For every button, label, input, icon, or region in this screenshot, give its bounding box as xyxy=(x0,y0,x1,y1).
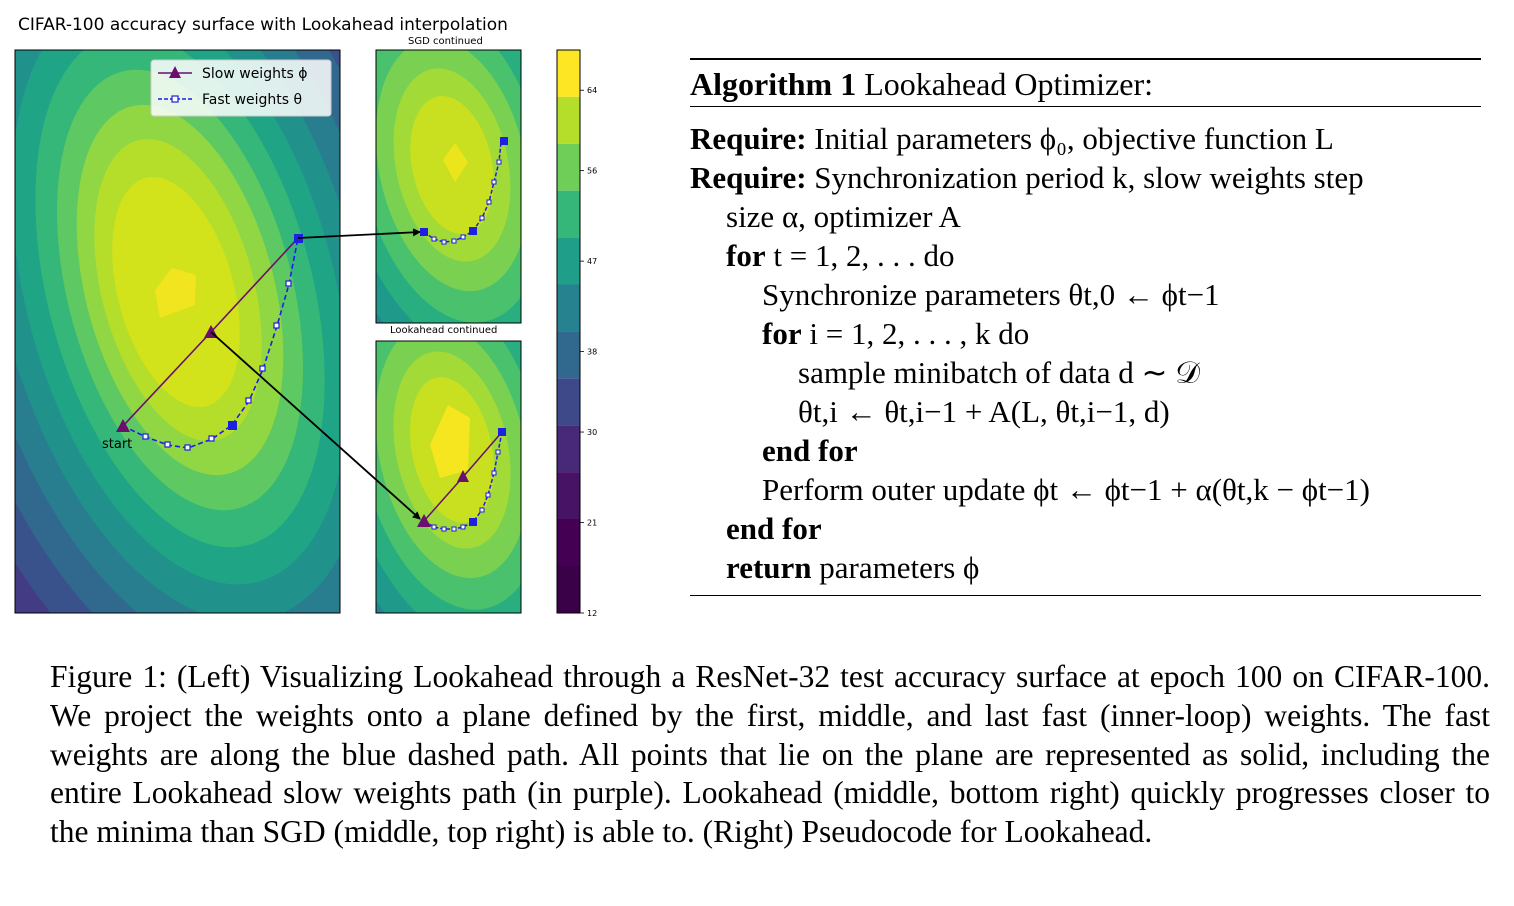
algorithm-keyword: Require: xyxy=(690,160,807,195)
main-contour-panel xyxy=(15,50,340,613)
algorithm-line-text: size α, optimizer A xyxy=(726,199,961,234)
start-label: start xyxy=(102,437,132,452)
colorbar-tick-label: 56 xyxy=(587,167,597,176)
legend-fast-label: Fast weights θ xyxy=(202,92,302,108)
fast-weight-marker xyxy=(142,433,149,440)
lookahead-panel-title: Lookahead continued xyxy=(390,325,498,336)
slow-weight-marker xyxy=(417,514,431,527)
fast-weight-marker xyxy=(245,397,252,404)
fast-weight-solid-marker xyxy=(228,421,237,430)
algorithm-line: end for xyxy=(690,431,1481,470)
legend-slow-label: Slow weights ϕ xyxy=(202,66,307,82)
algorithm-line: sample minibatch of data d ∼ 𝒟 xyxy=(690,353,1481,392)
algorithm-line: Require: Synchronization period k, slow … xyxy=(690,158,1481,197)
fast-weight-marker xyxy=(259,365,266,372)
algorithm-line-text: Initial parameters ϕ₀, objective functio… xyxy=(814,121,1334,156)
algorithm-line: for t = 1, 2, . . . do xyxy=(690,236,1481,275)
algorithm-line: return parameters ϕ xyxy=(690,548,1481,587)
fast-weight-marker xyxy=(491,179,497,185)
lookahead-fast-markers xyxy=(431,449,501,532)
slow-weight-marker xyxy=(457,470,469,482)
algorithm-line-text: parameters ϕ xyxy=(819,550,980,585)
algorithm-line-text: t = 1, 2, . . . do xyxy=(773,238,955,273)
fast-weight-marker xyxy=(285,280,292,287)
fast-weight-marker xyxy=(184,444,191,451)
algorithm-keyword: end for xyxy=(762,433,858,468)
fast-weight-solid-marker xyxy=(498,428,506,436)
arrow-to-sgd xyxy=(297,228,421,239)
colorbar-tick-label: 38 xyxy=(587,348,597,357)
algorithm-body: Require: Initial parameters ϕ₀, objectiv… xyxy=(690,107,1481,595)
algorithm-line-text: θt,i ← θt,i−1 + A(L, θt,i−1, d) xyxy=(798,394,1170,429)
fast-weight-marker xyxy=(208,435,215,442)
fast-weight-marker xyxy=(431,524,437,530)
algorithm-name: Lookahead Optimizer: xyxy=(864,66,1153,102)
algorithm-line: Perform outer update ϕt ← ϕt−1 + α(θt,k … xyxy=(690,470,1481,509)
fast-weight-marker xyxy=(496,159,502,165)
algorithm-header-rule xyxy=(690,106,1481,107)
colorbar-tick-label: 21 xyxy=(587,519,597,528)
algorithm-bottom-rule xyxy=(690,595,1481,596)
algorithm-line-text: Synchronization period k, slow weights s… xyxy=(814,160,1364,195)
algorithm-line: for i = 1, 2, . . . , k do xyxy=(690,314,1481,353)
algorithm-line-text: Perform outer update ϕt ← ϕt−1 + α(θt,k … xyxy=(762,472,1370,507)
algorithm-keyword: end for xyxy=(726,511,822,546)
fast-weight-marker xyxy=(491,470,497,476)
fast-weights-path xyxy=(122,237,299,449)
algorithm-line-text: i = 1, 2, . . . , k do xyxy=(809,316,1030,351)
legend: Slow weights ϕ Fast weights θ xyxy=(150,59,332,117)
colorbar-ticks: 64 56 47 38 30 21 12 xyxy=(580,86,597,618)
sgd-panel-title: SGD continued xyxy=(408,36,483,47)
fast-weight-marker xyxy=(460,234,466,240)
legend-slow-marker xyxy=(169,66,181,78)
sgd-contour-panel xyxy=(376,50,521,323)
accuracy-surface-figure: 64 56 47 38 30 21 12 start xyxy=(14,49,597,618)
fast-weight-marker xyxy=(451,526,457,532)
algorithm-keyword: for xyxy=(762,316,802,351)
fast-weight-marker xyxy=(486,199,492,205)
colorbar-tick-label: 30 xyxy=(587,428,597,437)
algorithm-box: Algorithm 1 Lookahead Optimizer: Require… xyxy=(690,58,1481,596)
colorbar-tick-label: 12 xyxy=(587,609,597,618)
fast-weight-marker xyxy=(431,236,437,242)
algorithm-line-text: sample minibatch of data d ∼ 𝒟 xyxy=(798,355,1200,390)
fast-weight-solid-marker xyxy=(500,137,508,145)
fast-weight-solid-marker xyxy=(469,227,477,235)
algorithm-line-text: Synchronize parameters θt,0 ← ϕt−1 xyxy=(762,277,1220,312)
colorbar xyxy=(556,49,581,614)
fast-weight-marker xyxy=(495,449,501,455)
colorbar-tick-label: 64 xyxy=(587,86,597,95)
fast-weight-marker xyxy=(273,322,280,329)
algorithm-line: Synchronize parameters θt,0 ← ϕt−1 xyxy=(690,275,1481,314)
fast-weight-marker xyxy=(451,238,457,244)
algorithm-line: θt,i ← θt,i−1 + A(L, θt,i−1, d) xyxy=(690,392,1481,431)
figure-main-title: CIFAR-100 accuracy surface with Lookahea… xyxy=(18,15,508,35)
slow-weight-marker xyxy=(116,419,130,432)
colorbar-tick-label: 47 xyxy=(587,257,597,266)
fast-weight-solid-marker xyxy=(420,228,428,236)
fast-weight-marker xyxy=(479,507,485,513)
fast-weight-marker xyxy=(441,526,447,532)
algorithm-line: size α, optimizer A xyxy=(690,197,1481,236)
legend-fast-marker xyxy=(171,95,179,103)
algorithm-line: Require: Initial parameters ϕ₀, objectiv… xyxy=(690,119,1481,158)
algorithm-top-rule xyxy=(690,58,1481,60)
algorithm-keyword: return xyxy=(726,550,812,585)
fast-weight-solid-marker xyxy=(469,518,477,526)
fast-weight-marker xyxy=(441,239,447,245)
fast-weight-marker xyxy=(485,492,491,498)
figure-caption: Figure 1: (Left) Visualizing Lookahead t… xyxy=(50,659,1490,850)
fast-weight-marker xyxy=(164,441,171,448)
algorithm-number: Algorithm 1 xyxy=(690,66,857,102)
algorithm-keyword: for xyxy=(726,238,766,273)
sgd-fast-markers xyxy=(431,159,502,245)
algorithm-line: end for xyxy=(690,509,1481,548)
fast-weight-marker xyxy=(460,524,466,530)
algorithm-title: Algorithm 1 Lookahead Optimizer: xyxy=(690,60,1481,106)
fast-weight-markers xyxy=(142,280,292,451)
fast-weight-marker xyxy=(479,215,485,221)
lookahead-fast-path xyxy=(423,431,503,530)
arrow-to-lookahead xyxy=(210,331,421,520)
algorithm-keyword: Require: xyxy=(690,121,807,156)
